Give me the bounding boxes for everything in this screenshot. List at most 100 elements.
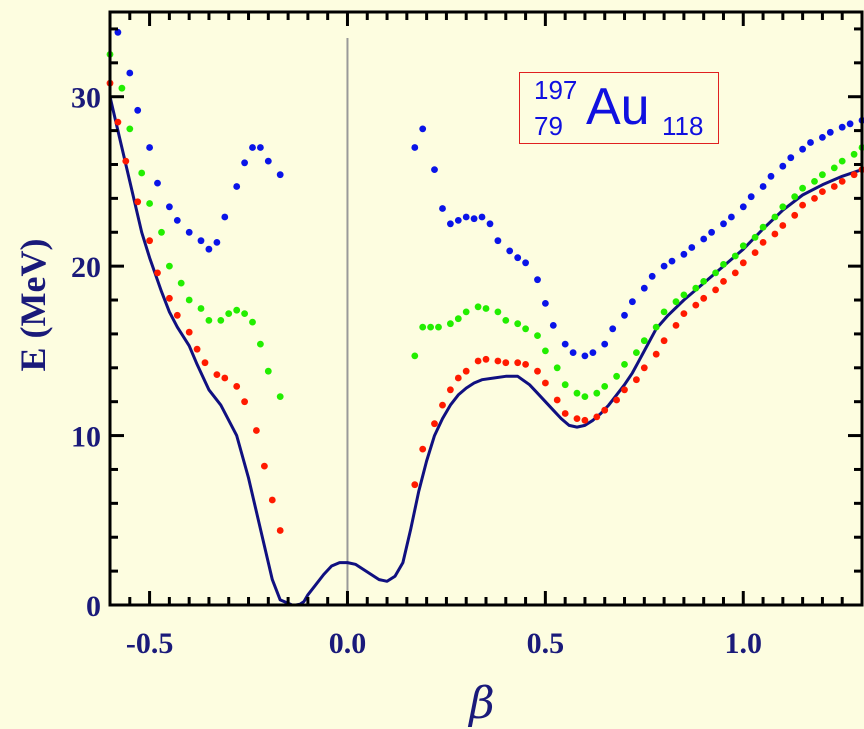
series-blue-point [629,298,636,306]
series-blue-point [648,272,656,280]
x-tick-label: 0.5 [527,627,565,660]
series-green-point [126,125,134,133]
series-green-point [138,169,146,177]
series-blue-point [514,254,522,262]
series-green-point [779,203,787,211]
series-blue-point [846,120,854,128]
series-green-point [241,310,249,317]
series-green-point [411,352,419,360]
series-green-point [427,323,434,331]
series-red-point [759,239,767,246]
series-red-point [447,386,454,394]
series-blue-point [747,193,755,201]
series-blue-point [134,106,142,114]
series-blue-point [486,220,494,228]
series-blue-point [213,239,221,246]
series-blue-point [264,157,272,165]
series-blue-point [522,259,529,267]
series-blue-point [276,171,284,179]
series-green-point [233,306,241,314]
series-green-point [652,323,660,331]
series-red-point [134,198,142,206]
series-green-point [819,171,826,179]
series-green-point [522,325,529,333]
series-red-point [633,376,640,384]
series-red-point [640,364,648,372]
series-green-point [640,337,648,345]
series-blue-point [838,123,846,131]
series-blue-point [589,349,597,356]
series-green-point [759,223,767,231]
y-tick-label: 10 [71,421,101,454]
series-red-point [779,222,787,229]
series-red-point [185,328,193,336]
series-green-point [146,200,154,207]
series-green-point [751,233,759,241]
series-red-point [462,367,470,375]
series-red-point [700,294,708,302]
series-red-point [213,371,221,378]
series-red-point [482,355,490,363]
series-red-point [411,481,419,489]
series-green-point [601,383,609,390]
x-tick-label: 0.0 [329,627,367,660]
series-red-point [122,157,130,165]
series-red-point [419,445,427,453]
series-green-point [217,317,225,324]
series-green-point [494,308,502,316]
series-red-point [454,374,462,382]
series-green-point [830,164,838,172]
series-red-dots [106,79,864,534]
series-red-point [561,410,569,417]
series-green-point [462,308,470,316]
series-green-point [225,310,233,317]
series-green-point [276,393,284,400]
series-green-point [482,305,490,312]
series-red-point [660,337,668,345]
series-green-point [166,262,173,270]
series-blue-point [439,205,446,212]
series-blue-point [534,276,541,284]
series-green-point [502,317,510,324]
series-blue-point [609,325,617,333]
series-blue-point [197,237,205,245]
series-green-point [720,261,727,268]
series-blue-point [173,217,181,224]
series-red-point [431,420,438,428]
x-axis-title: β [467,678,494,729]
series-green-point [553,364,561,372]
x-tick-label: 1.0 [725,627,763,660]
series-blue-point [779,162,787,170]
series-green-point [731,252,739,260]
series-blue-point [478,213,486,221]
series-red-point [193,345,201,353]
isotope-symbol: Au [586,78,650,136]
series-green-point [712,269,719,277]
series-red-point [672,322,680,329]
series-blue-point [257,144,264,151]
series-blue-point [680,250,688,258]
series-red-point [553,396,561,404]
series-green-point [542,347,549,355]
series-green-point [454,315,462,323]
series-red-point [542,379,549,387]
series-red-point [581,416,589,424]
series-green-point [850,150,858,158]
series-red-point [731,269,739,277]
series-blue-point [767,172,775,180]
series-red-point [680,310,688,317]
series-blue-point [569,349,577,356]
series-blue-point [799,145,806,153]
series-red-point [146,237,154,245]
y-axis-title: E (MeV) [13,239,53,372]
series-green-point [811,178,818,185]
series-blue-point [700,235,708,243]
series-blue-point [205,245,213,253]
series-red-point [791,211,799,219]
series-red-point [692,301,700,309]
series-red-point [751,249,759,256]
series-green-point [514,320,522,328]
series-red-point [253,427,260,434]
series-blue-point [807,139,814,146]
series-blue-point [114,28,122,36]
